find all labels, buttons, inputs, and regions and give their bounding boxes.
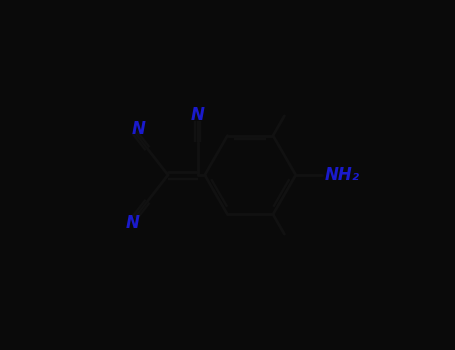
Text: N: N [132, 120, 146, 138]
Text: N: N [191, 106, 205, 125]
Text: N: N [126, 214, 140, 232]
Text: NH₂: NH₂ [325, 166, 360, 184]
